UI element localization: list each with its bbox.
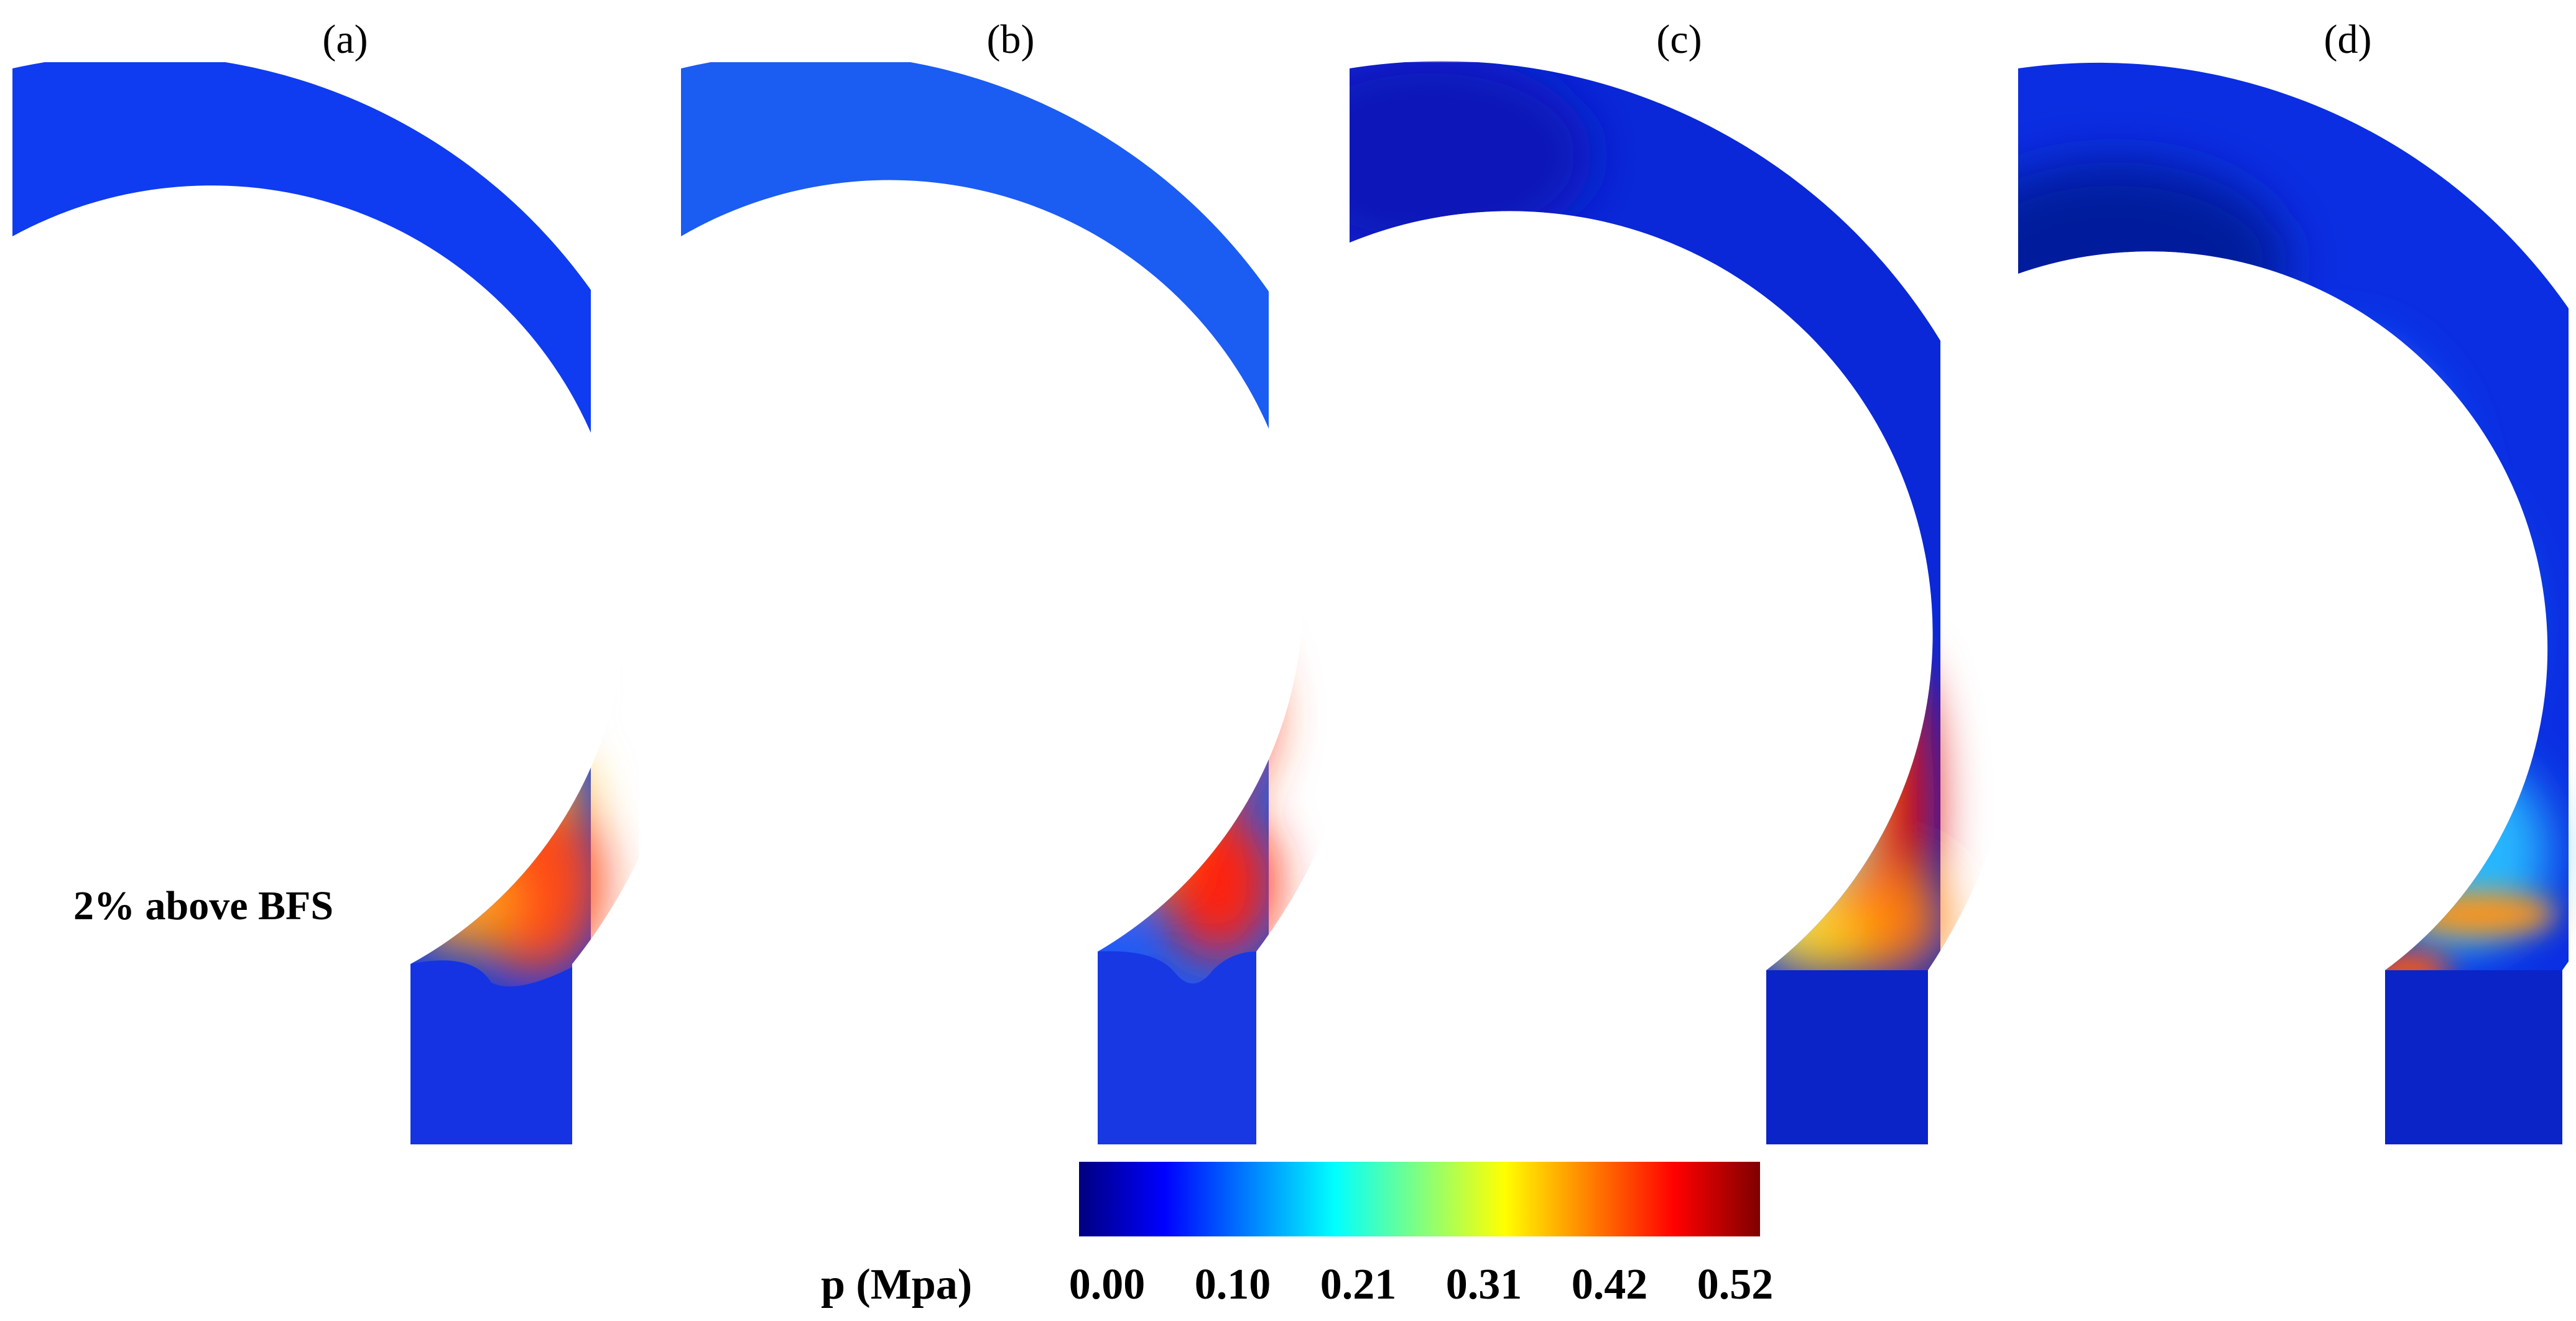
contour-panel-d bbox=[2018, 62, 2569, 1144]
panel-label-d: (d) bbox=[2324, 17, 2372, 62]
colorbar-tick-label: 0.00 bbox=[1069, 1261, 1146, 1309]
colorbar bbox=[1079, 1162, 1760, 1236]
panel-label-b: (b) bbox=[987, 17, 1035, 62]
colorbar-tick-label: 0.21 bbox=[1320, 1261, 1397, 1309]
panel-label-a: (a) bbox=[322, 17, 368, 62]
contour-panel-c bbox=[1350, 61, 1947, 1145]
contour-panel-a bbox=[12, 62, 603, 1145]
panel-label-c: (c) bbox=[1656, 17, 1702, 62]
annotation-label: 2% above BFS bbox=[73, 883, 333, 929]
colorbar-tick-label: 0.52 bbox=[1697, 1261, 1774, 1309]
colorbar-tick-label: 0.42 bbox=[1572, 1261, 1648, 1309]
contour-panel-b bbox=[681, 62, 1275, 1145]
colorbar-tick-label: 0.10 bbox=[1195, 1261, 1271, 1309]
colorbar-tick-label: 0.31 bbox=[1446, 1261, 1522, 1309]
colorbar-title: p (Mpa) bbox=[821, 1261, 972, 1309]
colorbar-tick-labels: 0.00 0.10 0.21 0.31 0.42 0.52 bbox=[1069, 1261, 1774, 1309]
